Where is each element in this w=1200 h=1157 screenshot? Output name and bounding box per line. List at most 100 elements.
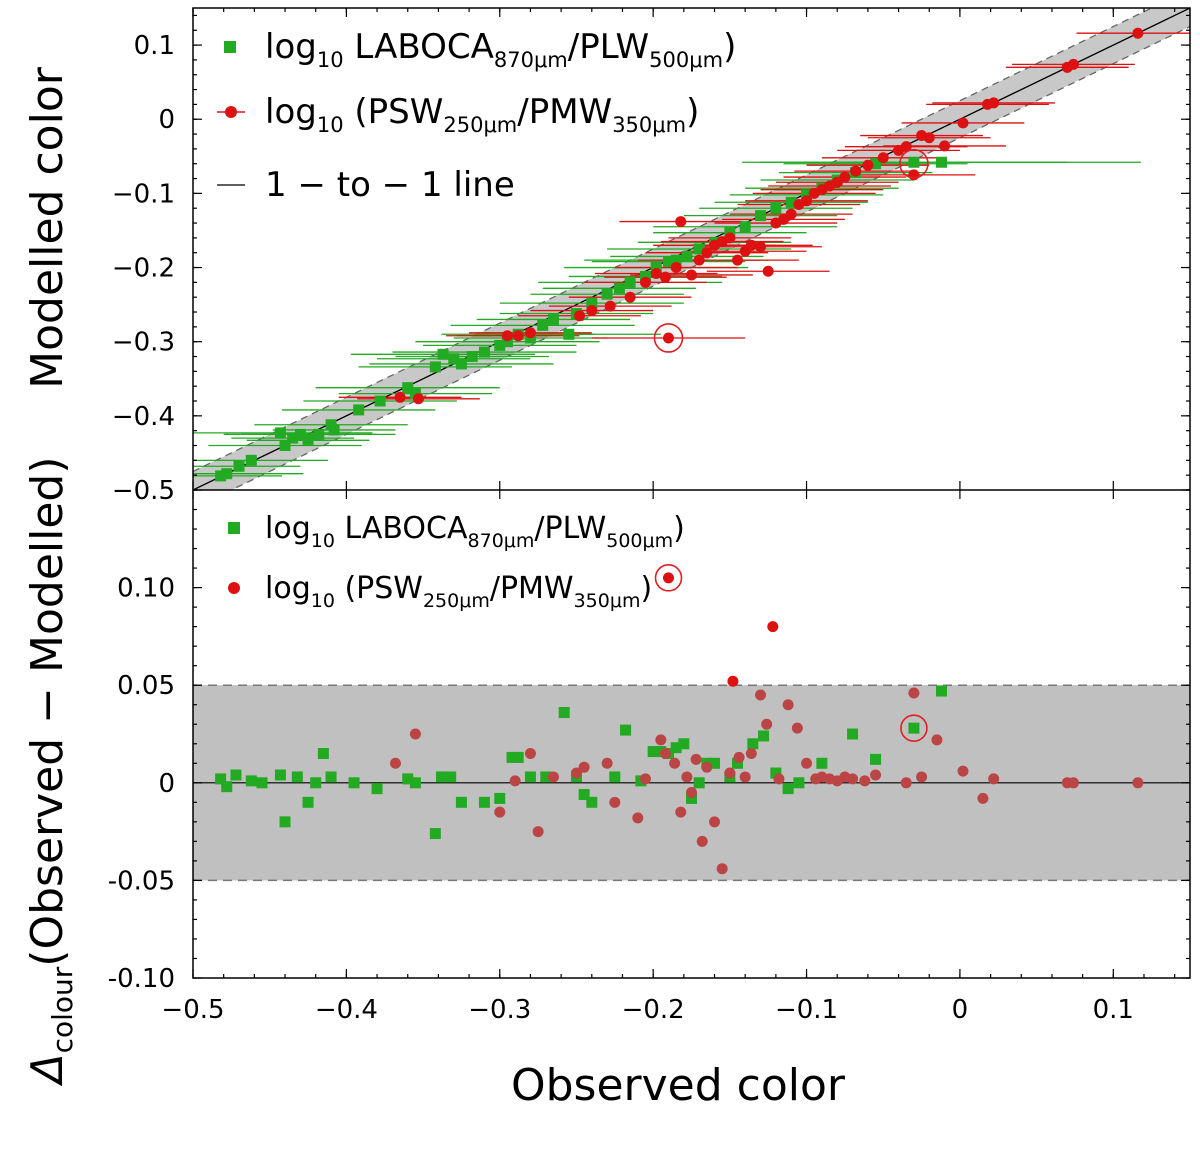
legend-subscript: 10 xyxy=(317,48,344,72)
legend-text: log xyxy=(265,27,317,67)
data-point xyxy=(936,156,948,168)
top-plot-area xyxy=(193,8,1190,490)
data-point xyxy=(727,675,739,687)
data-point xyxy=(900,141,912,153)
data-point xyxy=(696,835,708,847)
data-point xyxy=(709,816,721,828)
data-point xyxy=(429,361,441,373)
x-tick-label: −0.1 xyxy=(775,995,838,1025)
bottom-y-axis-label: Δcolour(Observed − Modelled) xyxy=(22,456,79,1086)
data-point xyxy=(782,699,794,711)
data-point xyxy=(639,270,651,282)
data-point xyxy=(988,97,1000,109)
data-point xyxy=(317,748,329,760)
data-point xyxy=(601,288,613,300)
outlier-circle xyxy=(654,564,683,592)
data-point xyxy=(547,313,559,325)
data-point xyxy=(686,787,697,799)
data-point xyxy=(291,771,303,783)
legend-text: log xyxy=(265,92,317,132)
data-point xyxy=(435,771,447,783)
data-point xyxy=(455,358,467,370)
data-point xyxy=(233,460,245,472)
data-point xyxy=(409,728,421,740)
data-point xyxy=(655,734,667,746)
y-tick-label: 0 xyxy=(158,769,175,799)
data-point xyxy=(245,775,257,787)
data-point xyxy=(701,247,713,259)
y-tick-label: 0.10 xyxy=(117,574,175,604)
data-point xyxy=(755,689,767,701)
data-point xyxy=(287,432,299,444)
y-tick-label: 0.1 xyxy=(134,31,175,61)
axis-labels: Modelled color Δcolour(Observed − Modell… xyxy=(22,66,846,1111)
data-point xyxy=(348,777,360,789)
data-point xyxy=(758,730,770,742)
y-tick-label: -0.05 xyxy=(108,866,175,896)
data-point xyxy=(678,738,690,750)
data-point xyxy=(662,572,674,584)
y-tick-label: -0.10 xyxy=(108,964,175,994)
data-point xyxy=(747,738,759,750)
data-point xyxy=(716,863,728,875)
data-point xyxy=(512,330,524,342)
data-point xyxy=(1067,58,1079,70)
data-point xyxy=(782,783,794,795)
data-point xyxy=(681,771,693,783)
data-point xyxy=(686,269,697,281)
y-tick-label: −0.4 xyxy=(112,402,175,432)
residuals-psw xyxy=(389,572,1144,875)
legend-subscript: 10 xyxy=(311,530,335,552)
data-point xyxy=(578,761,590,773)
data-point xyxy=(850,165,862,177)
bottom-plot-area xyxy=(193,564,1190,882)
data-point xyxy=(670,742,682,754)
data-point xyxy=(939,140,951,152)
bottom-panel xyxy=(193,564,1190,882)
data-point xyxy=(613,282,625,294)
legend-text: ) xyxy=(640,571,652,606)
data-point xyxy=(294,428,306,440)
data-point xyxy=(274,427,286,439)
data-point xyxy=(437,348,449,360)
legend-bottom: log10 LABOCA870μm/PLW500μm)log10 (PSW250… xyxy=(228,511,685,612)
data-point xyxy=(230,769,242,781)
data-point xyxy=(870,753,882,765)
data-point xyxy=(601,757,613,769)
data-point xyxy=(429,828,441,840)
data-point xyxy=(662,256,674,268)
x-axis-label: Observed color xyxy=(511,1060,846,1111)
data-point xyxy=(923,132,935,144)
legend-subscript: 870μm xyxy=(494,48,568,72)
data-point xyxy=(693,254,705,266)
data-point xyxy=(215,470,227,482)
data-point xyxy=(394,391,406,403)
data-point xyxy=(908,169,920,181)
data-point xyxy=(762,265,774,277)
data-point xyxy=(506,751,518,763)
legend-entry: log10 LABOCA870μm/PLW500μm) xyxy=(265,27,736,72)
data-point xyxy=(931,734,943,746)
data-point xyxy=(862,159,874,171)
legend-text: ) xyxy=(686,92,699,132)
legend-entry: 1 − to − 1 line xyxy=(265,165,515,205)
legend-text: ) xyxy=(673,511,685,546)
ylabel-subscript: colour xyxy=(46,966,79,1053)
data-point xyxy=(609,771,621,783)
data-point xyxy=(389,757,401,769)
data-point xyxy=(709,757,721,769)
data-point xyxy=(412,393,424,405)
data-point xyxy=(313,428,325,440)
data-point xyxy=(908,156,920,168)
data-point xyxy=(724,767,736,779)
data-point xyxy=(801,757,813,769)
data-point xyxy=(908,687,920,699)
data-point xyxy=(877,152,889,164)
data-point xyxy=(586,305,598,317)
data-point xyxy=(791,722,803,734)
data-point xyxy=(724,232,736,244)
data-point xyxy=(221,781,233,793)
data-point xyxy=(374,395,386,407)
data-point xyxy=(647,746,659,758)
